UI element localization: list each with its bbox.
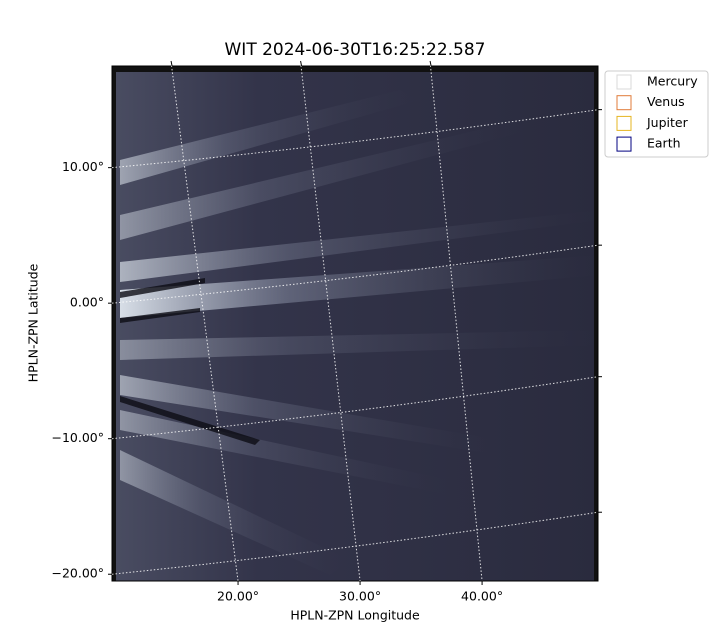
x-tick-top: [300, 60, 303, 67]
grid-line: [111, 109, 599, 169]
legend: Mercury Venus Jupiter Earth: [604, 70, 709, 158]
y-tick-label: −20.00°: [51, 566, 104, 581]
x-tick-label: 20.00°: [217, 589, 259, 604]
plot-frame: [111, 65, 599, 582]
legend-label: Venus: [647, 94, 685, 109]
y-tick-label: 10.00°: [62, 159, 104, 174]
x-tick-top: [170, 60, 173, 67]
grid-line: [300, 61, 361, 582]
grid-line: [111, 376, 599, 440]
grid-line: [111, 244, 599, 304]
legend-swatch: [616, 115, 632, 131]
y-axis-label: HPLN-ZPN Latitude: [26, 263, 41, 382]
legend-label: Mercury: [647, 74, 698, 89]
x-tick-top: [429, 60, 432, 67]
grid-line: [429, 61, 483, 582]
legend-frame: [604, 70, 709, 158]
legend-swatch: [616, 74, 632, 90]
y-tick-label: 0.00°: [70, 295, 104, 310]
legend-label: Jupiter: [646, 115, 689, 130]
x-tick-label: 40.00°: [461, 589, 503, 604]
y-tick-label: −10.00°: [51, 430, 104, 445]
chart-title: WIT 2024-06-30T16:25:22.587: [225, 40, 486, 60]
legend-swatch: [616, 136, 632, 152]
x-axis-label: HPLN-ZPN Longitude: [290, 608, 420, 623]
legend-swatch: [616, 95, 632, 111]
x-tick-label: 30.00°: [339, 589, 381, 604]
sky-image: [112, 66, 598, 581]
legend-label: Earth: [647, 136, 681, 151]
grid-line: [111, 511, 599, 575]
